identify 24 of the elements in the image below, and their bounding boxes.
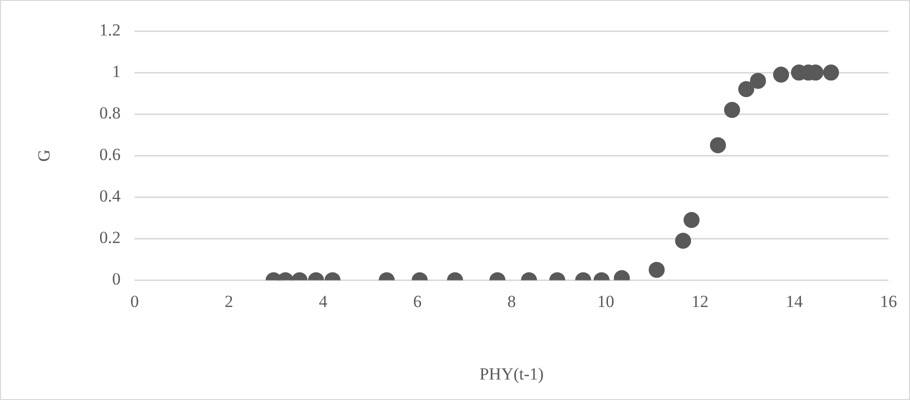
y-tick-label: 0.4	[99, 186, 122, 206]
y-tick-label: 0.2	[99, 228, 121, 248]
y-tick-label: 1.2	[99, 20, 121, 40]
x-tick-label: 6	[413, 292, 422, 311]
x-tick-label: 12	[692, 292, 709, 311]
y-tick-label: 0	[112, 270, 121, 289]
y-axis-title: G	[34, 149, 54, 162]
x-tick-label: 14	[786, 292, 804, 311]
x-tick-label: 2	[224, 292, 234, 311]
y-tick-label: 0.6	[99, 145, 121, 164]
x-tick-label: 16	[880, 292, 897, 311]
point	[724, 102, 740, 118]
point	[710, 137, 726, 154]
x-tick-label: 0	[130, 292, 139, 311]
point	[738, 81, 754, 98]
x-tick-label: 8	[507, 292, 516, 311]
x-tick-label: 10	[597, 292, 614, 311]
y-tick-label: 1	[112, 62, 121, 81]
x-tick-label: 4	[318, 292, 328, 311]
point	[823, 64, 840, 81]
x-axis-title: PHY(t-1)	[479, 364, 544, 384]
y-tick-label: 0.8	[99, 104, 121, 123]
point	[750, 72, 766, 89]
point	[773, 66, 790, 83]
